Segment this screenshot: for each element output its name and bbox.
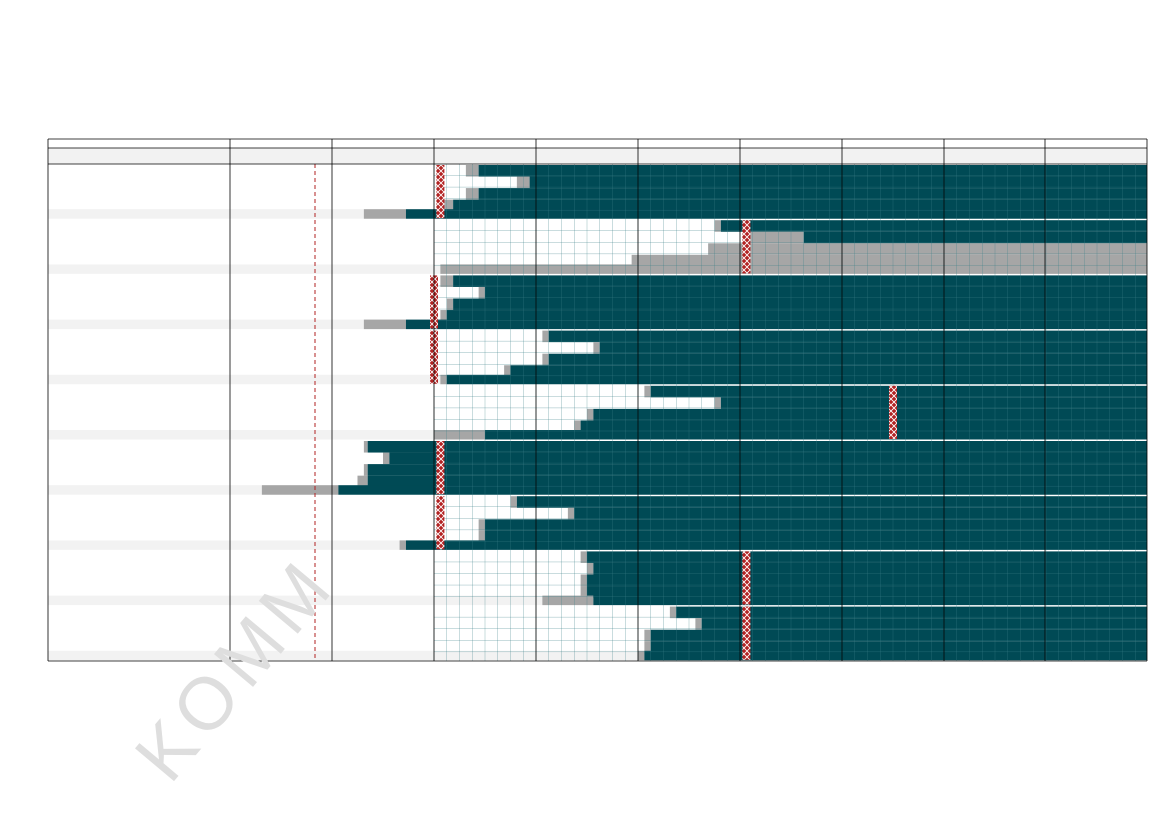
completed-bar <box>593 595 1147 606</box>
planned-bar <box>542 330 549 343</box>
planned-bar <box>261 485 339 496</box>
planned-bar <box>542 353 549 366</box>
planned-bar <box>669 606 677 619</box>
planned-bar <box>363 209 406 220</box>
completed-bar <box>593 408 1147 421</box>
planned-bar <box>708 243 1147 255</box>
planned-bar <box>644 641 651 653</box>
completed-bar <box>548 353 1147 366</box>
planned-bar <box>440 310 447 322</box>
status-marker <box>742 551 751 605</box>
completed-bar <box>516 496 1147 508</box>
completed-bar <box>599 342 1147 354</box>
planned-bar <box>631 254 1147 267</box>
completed-bar <box>405 540 1147 551</box>
planned-bar <box>357 475 368 488</box>
planned-bar <box>478 286 485 299</box>
planned-bar <box>574 420 581 432</box>
completed-bar <box>338 485 1147 496</box>
completed-bar <box>453 298 1147 311</box>
completed-bar <box>650 629 1147 642</box>
completed-bar <box>478 165 1147 177</box>
completed-bar <box>587 586 1147 598</box>
planned-bar <box>440 264 1147 275</box>
completed-bar <box>644 650 1147 661</box>
planned-bar <box>446 298 454 311</box>
completed-bar <box>650 385 1147 398</box>
planned-bar <box>714 397 721 409</box>
completed-bar <box>446 374 1147 385</box>
completed-bar <box>587 551 1147 563</box>
completed-bar <box>485 286 1147 299</box>
status-marker <box>742 220 751 274</box>
completed-bar <box>701 618 1147 630</box>
planned-bar <box>363 319 406 330</box>
completed-bar <box>367 475 1147 488</box>
planned-bar <box>714 220 721 232</box>
planned-bar <box>510 496 517 508</box>
planned-bar <box>644 629 651 642</box>
completed-bar <box>580 420 1147 432</box>
planned-bar <box>383 452 390 465</box>
planned-bar <box>478 530 485 543</box>
status-marker <box>436 441 445 495</box>
completed-bar <box>478 188 1147 200</box>
completed-bar <box>574 507 1147 520</box>
completed-bar <box>453 199 1147 212</box>
planned-bar <box>746 231 804 244</box>
completed-bar <box>529 176 1147 189</box>
planned-bar <box>399 540 406 551</box>
planned-bar <box>695 618 702 630</box>
completed-bar <box>389 452 1147 465</box>
planned-bar <box>363 464 368 476</box>
completed-bar <box>485 430 1147 440</box>
completed-bar <box>676 606 1147 619</box>
status-marker <box>889 385 897 439</box>
completed-bar <box>510 365 1147 377</box>
completed-bar <box>720 220 1147 232</box>
completed-bar <box>485 519 1147 531</box>
completed-bar <box>367 464 1147 476</box>
completed-bar <box>587 574 1147 587</box>
planned-bar <box>580 574 587 587</box>
status-marker <box>436 496 445 550</box>
planned-bar <box>440 374 447 385</box>
planned-bar <box>587 408 594 421</box>
completed-bar <box>803 231 1147 244</box>
completed-bar <box>405 319 1147 330</box>
completed-bar <box>453 275 1147 287</box>
planned-bar <box>567 507 575 520</box>
completed-bar <box>548 330 1147 343</box>
planned-bar <box>593 342 600 354</box>
planned-bar <box>363 441 368 453</box>
planned-bar <box>580 551 587 563</box>
planned-bar <box>580 586 587 598</box>
planned-bar <box>504 365 511 377</box>
completed-bar <box>650 641 1147 653</box>
completed-bar <box>720 397 1147 409</box>
table-subheader <box>48 148 1147 164</box>
completed-bar <box>485 530 1147 543</box>
planned-bar <box>542 595 594 606</box>
status-marker <box>742 606 751 660</box>
completed-bar <box>367 441 1147 453</box>
planned-bar <box>644 385 651 398</box>
completed-bar <box>405 209 1147 220</box>
planned-bar <box>587 562 594 575</box>
status-marker <box>436 165 445 219</box>
planned-bar <box>638 650 645 661</box>
completed-bar <box>593 562 1147 575</box>
planned-bar <box>478 519 485 531</box>
group-summary-stripe <box>48 650 1147 661</box>
completed-bar <box>446 310 1147 322</box>
